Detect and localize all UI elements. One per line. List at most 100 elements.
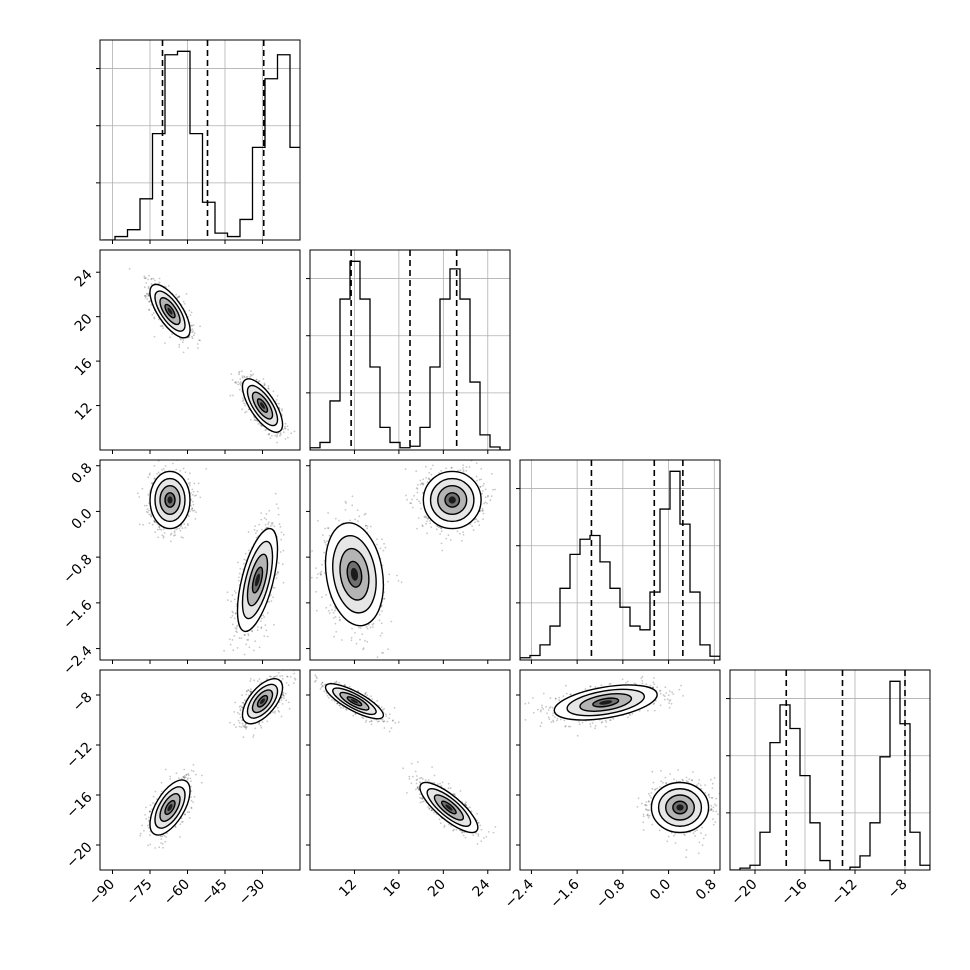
- sample-point: [144, 296, 147, 299]
- sample-point: [245, 410, 248, 413]
- sample-point: [262, 378, 265, 380]
- sample-point: [277, 432, 280, 435]
- sample-point: [365, 524, 367, 527]
- sample-point: [178, 295, 180, 298]
- sample-point: [362, 648, 364, 651]
- sample-point: [178, 295, 181, 298]
- sample-point: [247, 408, 250, 411]
- sample-point: [429, 522, 432, 525]
- sample-point: [355, 642, 358, 645]
- sample-point: [277, 571, 279, 573]
- sample-point: [273, 587, 276, 589]
- sample-point: [147, 476, 150, 479]
- sample-point: [181, 341, 184, 344]
- sample-point: [265, 518, 268, 521]
- sample-point: [154, 279, 156, 282]
- sample-point: [173, 532, 176, 534]
- sample-point: [260, 425, 263, 427]
- sample-point: [334, 609, 336, 612]
- sample-point: [152, 312, 155, 314]
- sample-point: [364, 639, 366, 642]
- sample-point: [236, 647, 239, 649]
- sample-point: [195, 494, 198, 497]
- sample-point: [191, 509, 193, 511]
- sample-point: [233, 617, 236, 620]
- sample-point: [465, 466, 468, 468]
- sample-point: [238, 370, 241, 373]
- sample-point: [325, 606, 328, 609]
- sample-point: [190, 498, 193, 501]
- sample-point: [366, 640, 369, 643]
- sample-point: [196, 490, 199, 493]
- sample-point: [264, 624, 267, 626]
- sample-point: [379, 547, 382, 550]
- sample-point: [260, 424, 263, 427]
- sample-point: [193, 332, 196, 334]
- sample-point: [193, 334, 195, 337]
- sample-point: [153, 478, 156, 480]
- sample-point: [462, 469, 465, 472]
- sample-point: [144, 295, 146, 297]
- sample-point: [413, 494, 415, 497]
- sample-point: [482, 484, 484, 487]
- sample-point: [145, 295, 148, 297]
- sample-point: [338, 616, 341, 619]
- sample-point: [240, 637, 243, 639]
- sample-point: [249, 375, 252, 378]
- sample-point: [317, 573, 319, 575]
- density-core: [259, 402, 265, 409]
- sample-point: [440, 530, 443, 532]
- sample-point: [445, 467, 447, 470]
- sample-point: [327, 609, 330, 612]
- sample-point: [151, 523, 154, 526]
- sample-point: [173, 530, 176, 533]
- sample-point: [243, 402, 246, 405]
- sample-point: [256, 529, 258, 532]
- sample-point: [378, 613, 381, 616]
- sample-point: [235, 382, 238, 384]
- sample-point: [301, 592, 303, 594]
- sample-point: [195, 511, 197, 513]
- sample-point: [426, 532, 428, 535]
- sample-point: [235, 630, 237, 633]
- sample-point: [317, 520, 319, 522]
- sample-point: [138, 496, 141, 498]
- panel-frame: [99, 39, 301, 241]
- sample-point: [167, 284, 170, 287]
- sample-point: [260, 626, 263, 629]
- sample-point: [178, 343, 181, 346]
- sample-point: [234, 612, 237, 615]
- sample-point: [475, 518, 478, 520]
- sample-point: [185, 293, 188, 295]
- sample-point: [316, 577, 318, 579]
- sample-point: [238, 572, 241, 575]
- sample-point: [483, 482, 485, 485]
- sample-point: [315, 567, 317, 569]
- sample-point: [193, 509, 196, 512]
- sample-point: [187, 524, 189, 527]
- sample-point: [335, 630, 338, 633]
- sample-point: [181, 527, 184, 529]
- sample-point: [187, 478, 190, 481]
- sample-point: [351, 504, 354, 507]
- sample-point: [158, 528, 161, 531]
- sample-point: [258, 523, 261, 526]
- sample-point: [284, 425, 286, 428]
- sample-point: [421, 525, 424, 528]
- sample-point: [329, 604, 332, 607]
- panel-frame: [729, 669, 931, 871]
- sample-point: [191, 493, 194, 496]
- sample-point: [153, 519, 156, 522]
- sample-point: [279, 526, 282, 528]
- sample-point: [230, 600, 232, 603]
- sample-point: [268, 601, 271, 603]
- sample-point: [148, 308, 151, 311]
- sample-point: [239, 381, 242, 383]
- sample-point: [381, 538, 383, 541]
- sample-point: [269, 525, 272, 527]
- sample-point: [278, 402, 280, 405]
- sample-point: [439, 533, 441, 535]
- sample-point: [267, 385, 270, 387]
- sample-point: [192, 510, 195, 512]
- sample-point: [376, 543, 378, 546]
